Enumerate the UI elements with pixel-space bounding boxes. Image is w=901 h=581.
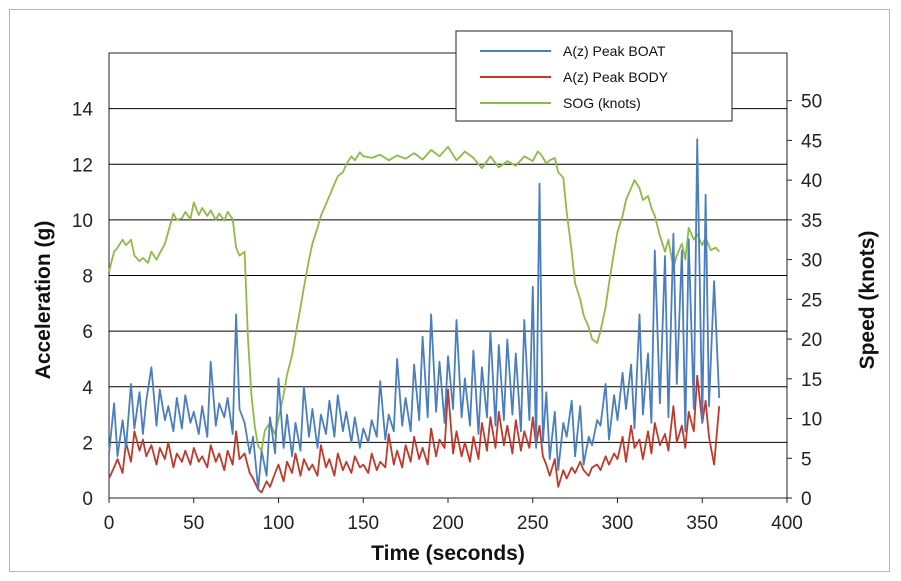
y-tick-label: 2 (82, 433, 93, 454)
y2-tick-label: 25 (801, 290, 822, 311)
y2-tick-label: 50 (801, 92, 822, 113)
y2-tick-label: 5 (801, 449, 812, 470)
legend-label-boat: A(z) Peak BOAT (563, 43, 666, 59)
x-axis-title: Time (seconds) (371, 542, 525, 565)
y2-tick-label: 0 (801, 489, 812, 510)
x-tick-label: 400 (771, 513, 803, 534)
series-layer (108, 138, 721, 494)
y2-tick-label: 15 (801, 370, 822, 391)
x-tick-label: 200 (432, 513, 464, 534)
legend-label-sog: SOG (knots) (563, 95, 641, 111)
series-line-sog (108, 145, 720, 452)
y-tick-label: 12 (72, 155, 93, 176)
y2-tick-label: 10 (801, 410, 822, 431)
x-tick-label: 150 (347, 513, 379, 534)
legend-box (455, 30, 733, 122)
y-axis-title: Acceleration (g) (32, 221, 55, 380)
y-tick-label: 4 (82, 378, 93, 399)
series-line-body (108, 374, 721, 494)
y-tick-label: 6 (82, 322, 93, 343)
x-tick-label: 300 (602, 513, 634, 534)
y-tick-label: 0 (82, 489, 93, 510)
x-tick-label: 250 (517, 513, 549, 534)
y2-tick-label: 45 (801, 131, 822, 152)
legend: A(z) Peak BOAT A(z) Peak BODY SOG (knots… (455, 30, 733, 122)
x-tick-label: 100 (263, 513, 295, 534)
y-tick-label: 14 (72, 100, 94, 121)
y2-tick-label: 20 (801, 330, 822, 351)
y2-tick-label: 35 (801, 211, 822, 232)
x-tick-label: 50 (183, 513, 204, 534)
chart-frame (9, 9, 890, 572)
x-tick-label: 0 (104, 513, 115, 534)
legend-label-body: A(z) Peak BODY (563, 69, 669, 85)
ticks: 0 2 4 6 8 10 12 14 0 50 100 150 200 250 300 350 400 0 5 10 1… (72, 92, 822, 534)
series-line-boat (108, 138, 721, 491)
y2-tick-label: 30 (801, 251, 822, 272)
y2-tick-label: 40 (801, 171, 822, 192)
y2-axis-title: Speed (knots) (856, 231, 879, 370)
y-tick-label: 10 (72, 211, 93, 232)
x-tick-label: 350 (686, 513, 718, 534)
y-tick-label: 8 (82, 267, 93, 288)
